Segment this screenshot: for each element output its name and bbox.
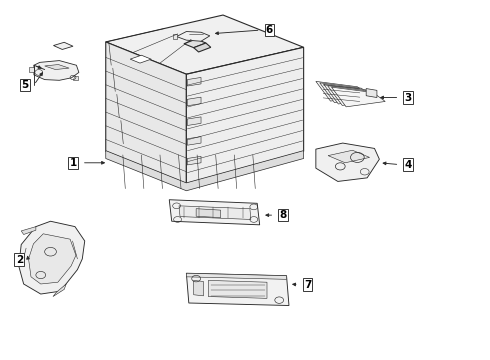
- Polygon shape: [187, 77, 201, 86]
- Text: 4: 4: [405, 159, 412, 170]
- Polygon shape: [316, 81, 369, 101]
- Polygon shape: [366, 89, 377, 98]
- Polygon shape: [28, 234, 76, 284]
- Polygon shape: [186, 273, 287, 279]
- Polygon shape: [187, 136, 201, 145]
- Polygon shape: [169, 200, 260, 225]
- Polygon shape: [106, 15, 304, 74]
- Text: 6: 6: [266, 25, 273, 35]
- Polygon shape: [19, 221, 85, 294]
- Polygon shape: [187, 117, 201, 126]
- Polygon shape: [186, 47, 304, 184]
- Polygon shape: [320, 83, 373, 103]
- Polygon shape: [179, 206, 251, 220]
- Polygon shape: [106, 150, 304, 191]
- Polygon shape: [130, 55, 151, 63]
- Polygon shape: [53, 42, 73, 49]
- Polygon shape: [324, 84, 377, 104]
- Polygon shape: [106, 42, 186, 184]
- Polygon shape: [194, 280, 203, 296]
- Polygon shape: [53, 284, 66, 297]
- Text: 5: 5: [22, 80, 29, 90]
- Polygon shape: [316, 143, 379, 181]
- Polygon shape: [184, 39, 206, 48]
- Polygon shape: [45, 64, 69, 69]
- Text: 8: 8: [279, 210, 287, 220]
- Polygon shape: [187, 97, 201, 106]
- Polygon shape: [34, 60, 79, 80]
- Polygon shape: [176, 32, 210, 41]
- Polygon shape: [328, 150, 369, 163]
- Polygon shape: [29, 67, 34, 72]
- Text: 1: 1: [70, 158, 76, 168]
- Polygon shape: [331, 87, 385, 107]
- Polygon shape: [21, 226, 36, 234]
- Text: 7: 7: [304, 280, 311, 290]
- Polygon shape: [186, 273, 289, 306]
- Polygon shape: [187, 156, 201, 165]
- Polygon shape: [196, 209, 220, 218]
- Text: 2: 2: [16, 255, 23, 265]
- Polygon shape: [172, 35, 176, 39]
- Text: 3: 3: [405, 93, 412, 103]
- Polygon shape: [194, 43, 211, 52]
- Polygon shape: [208, 280, 267, 298]
- Polygon shape: [73, 76, 78, 80]
- Polygon shape: [328, 86, 381, 105]
